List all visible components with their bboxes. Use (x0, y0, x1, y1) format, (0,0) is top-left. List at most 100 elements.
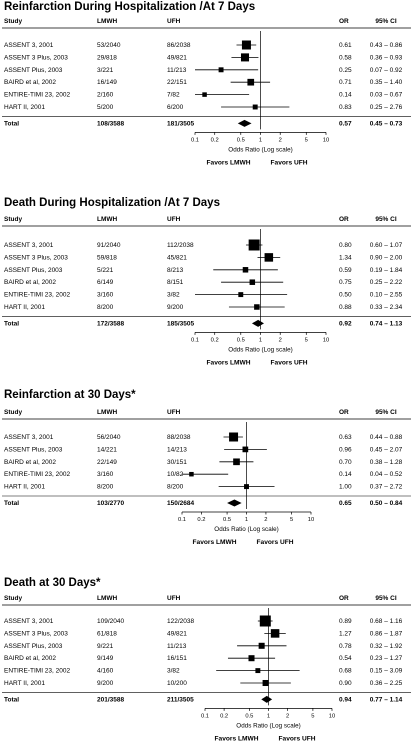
point-estimate (252, 104, 258, 110)
study-name: ASSENT Plus, 2003 (4, 67, 63, 74)
x-tick-label: 1 (259, 337, 262, 343)
point-estimate (255, 668, 261, 674)
odds-ratio-value: 0.88 (339, 304, 352, 311)
ufh-events: 49/821 (167, 630, 187, 637)
odds-ratio-value: 1.00 (339, 484, 352, 491)
ci-value: 0.38 – 1.28 (370, 459, 403, 466)
ci-value: 0.36 – 0.93 (370, 54, 403, 61)
x-tick-label: 10 (323, 337, 329, 343)
ufh-events: 8/213 (167, 267, 184, 274)
total-lmwh: 201/3588 (97, 696, 124, 703)
odds-ratio-value: 0.70 (339, 459, 352, 466)
panel-title: Reinfarction During Hospitalization /At … (4, 1, 255, 13)
lmwh-events: 29/818 (97, 54, 117, 61)
header-ci: 95% CI (375, 18, 397, 25)
study-name: ASSENT 3 Plus, 2003 (4, 630, 68, 637)
forest-panel-3: Reinfarction at 30 Days* Study LMWH UFH OR 95… (2, 389, 411, 546)
total-ci: 0.77 – 1.14 (370, 696, 403, 703)
total-label: Total (4, 120, 19, 127)
forest-panel-1: Reinfarction During Hospitalization /At … (2, 1, 411, 166)
ci-value: 0.25 – 2.76 (370, 104, 403, 111)
odds-ratio-value: 0.59 (339, 267, 352, 274)
odds-ratio-value: 0.61 (339, 42, 352, 49)
study-name: ASSENT Plus, 2003 (4, 267, 63, 274)
total-lmwh: 172/3588 (97, 320, 124, 327)
forest-panel-4: Death at 30 Days* Study LMWH UFH OR 95% CI ASS… (2, 577, 411, 742)
ci-value: 0.23 – 1.27 (370, 655, 403, 662)
study-name: ENTIRE-TIMI 23, 2002 (4, 471, 70, 478)
x-tick-label: 0.1 (191, 337, 199, 343)
lmwh-events: 4/160 (97, 668, 114, 675)
ci-value: 0.04 – 0.52 (370, 471, 403, 478)
ufh-events: 14/213 (167, 446, 187, 453)
lmwh-events: 14/221 (97, 446, 117, 453)
point-estimate (202, 92, 207, 97)
ci-value: 0.03 – 0.67 (370, 92, 403, 99)
study-name: HART II, 2001 (4, 304, 45, 311)
study-name: ASSENT 3 Plus, 2003 (4, 254, 68, 261)
point-estimate (241, 40, 251, 50)
odds-ratio-value: 0.75 (339, 279, 352, 286)
ufh-events: 10/200 (167, 680, 187, 687)
header-lmwh: LMWH (97, 409, 118, 416)
total-label: Total (4, 320, 19, 327)
lmwh-events: 8/200 (97, 304, 114, 311)
x-tick-label: 2 (279, 137, 282, 143)
lmwh-events: 3/160 (97, 471, 114, 478)
point-estimate (258, 642, 265, 649)
ufh-events: 11/213 (167, 67, 187, 74)
point-estimate (242, 446, 249, 453)
odds-ratio-value: 0.96 (339, 446, 352, 453)
ci-value: 0.15 – 3.09 (370, 668, 403, 675)
header-lmwh: LMWH (97, 595, 118, 602)
x-tick-label: 0.1 (178, 517, 186, 523)
odds-ratio-value: 0.80 (339, 242, 352, 249)
x-tick-label: 0.2 (220, 713, 228, 719)
ci-value: 0.36 – 2.25 (370, 680, 403, 687)
header-ufh: UFH (167, 595, 181, 602)
study-name: HART II, 2001 (4, 680, 45, 687)
ci-value: 0.60 – 1.07 (370, 242, 403, 249)
study-name: BAIRD et al, 2002 (4, 279, 56, 286)
header-ufh: UFH (167, 409, 181, 416)
lmwh-events: 61/818 (97, 630, 117, 637)
ci-value: 0.33 – 2.34 (370, 304, 403, 311)
point-estimate (229, 432, 239, 442)
odds-ratio-value: 0.71 (339, 79, 352, 86)
ci-value: 0.90 – 2.00 (370, 254, 403, 261)
odds-ratio-value: 0.25 (339, 67, 352, 74)
ufh-events: 3/82 (167, 668, 180, 675)
lmwh-events: 53/2040 (97, 42, 121, 49)
ci-value: 0.86 – 1.87 (370, 630, 403, 637)
pooled-diamond (237, 119, 252, 127)
study-name: ASSENT 3, 2001 (4, 242, 54, 249)
favors-lmwh-label: Favors LMWH (207, 359, 251, 366)
odds-ratio-value: 0.83 (339, 104, 352, 111)
total-lmwh: 103/2770 (97, 500, 124, 507)
ci-value: 0.37 – 2.72 (370, 484, 403, 491)
ci-value: 0.45 – 2.07 (370, 446, 403, 453)
odds-ratio-value: 0.54 (339, 655, 352, 662)
lmwh-events: 5/221 (97, 267, 114, 274)
odds-ratio-value: 0.58 (339, 54, 352, 61)
point-estimate (233, 458, 240, 466)
lmwh-events: 2/160 (97, 92, 114, 99)
point-estimate (238, 292, 244, 298)
point-estimate (242, 267, 249, 273)
x-tick-label: 1 (267, 713, 270, 719)
lmwh-events: 9/200 (97, 680, 114, 687)
point-estimate (189, 471, 194, 477)
ufh-events: 112/2038 (167, 242, 194, 249)
x-axis-label: Odds Ratio (Log scale) (228, 146, 292, 153)
header-or: OR (339, 409, 349, 416)
x-tick-label: 0.5 (245, 713, 253, 719)
x-tick-label: 5 (311, 713, 314, 719)
study-name: ASSENT 3 Plus, 2003 (4, 54, 68, 61)
x-tick-label: 10 (308, 517, 314, 523)
odds-ratio-value: 0.90 (339, 680, 352, 687)
odds-ratio-value: 1.27 (339, 630, 352, 637)
favors-ufh-label: Favors UFH (279, 735, 316, 742)
study-name: ASSENT 3, 2001 (4, 434, 54, 441)
ufh-events: 88/2038 (167, 434, 191, 441)
